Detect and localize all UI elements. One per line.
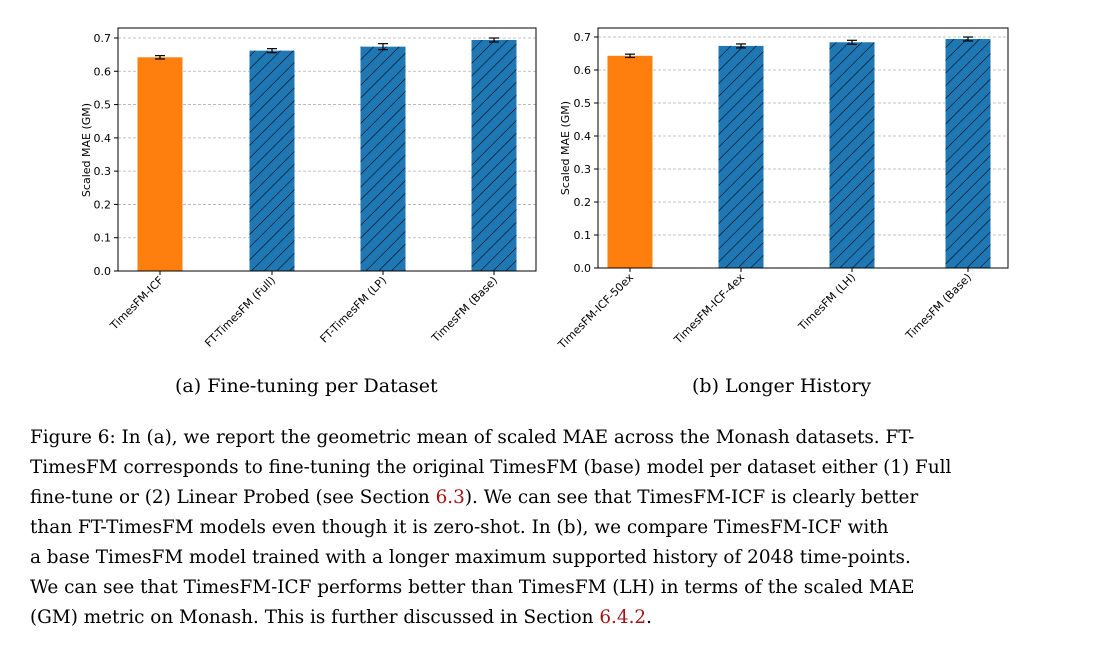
caption-line: TimesFM corresponds to fine-tuning the o… bbox=[30, 457, 952, 478]
caption-text: fine-tune or (2) Linear Probed (see Sect… bbox=[30, 487, 436, 508]
y-tick-label: 0.1 bbox=[94, 232, 112, 245]
chart-a: 0.0 0.1 0.2 0.3 0.4 0.5 0.6 0.7 TimesFM-ICF FT-Ti… bbox=[80, 27, 537, 350]
bar-hatch bbox=[249, 50, 295, 271]
x-tick-label: TimesFM (Base) bbox=[428, 274, 500, 346]
y-tick-label: 0.0 bbox=[94, 265, 112, 278]
x-tick-label: TimesFM-ICF-50ex bbox=[555, 271, 636, 352]
y-tick-label: 0.1 bbox=[574, 229, 592, 242]
y-tick-label: 0.6 bbox=[574, 64, 592, 77]
section-link[interactable]: 6.3 bbox=[435, 487, 465, 508]
caption-line: (GM) metric on Monash. This is further d… bbox=[30, 603, 1080, 633]
x-tick-label: FT-TimesFM (Full) bbox=[202, 274, 278, 350]
y-axis-label: Scaled MAE (GM) bbox=[559, 101, 572, 195]
bar-hatch bbox=[945, 38, 991, 269]
y-tick-label: 0.7 bbox=[574, 31, 592, 44]
caption-line: than FT-TimesFM models even though it is… bbox=[30, 517, 889, 538]
caption-text: . bbox=[646, 607, 652, 628]
bar-hatch bbox=[471, 39, 517, 271]
bar bbox=[137, 57, 183, 272]
plot-frame bbox=[597, 27, 1009, 269]
y-axis-label: Scaled MAE (GM) bbox=[80, 103, 93, 197]
y-tick-label: 0.4 bbox=[94, 132, 112, 145]
y-tick-label: 0.6 bbox=[94, 65, 112, 78]
subcaption-b: (b) Longer History bbox=[692, 375, 872, 397]
x-tick-label: TimesFM-ICF bbox=[107, 274, 166, 333]
section-link[interactable]: 6.4.2 bbox=[599, 607, 647, 628]
x-tick-label: TimesFM (LH) bbox=[795, 271, 858, 334]
chart-b: 0.0 0.1 0.2 0.3 0.4 0.5 0.6 0.7 TimesFM-ICF-50ex… bbox=[555, 27, 1009, 352]
y-tick-label: 0.2 bbox=[574, 196, 592, 209]
bar-hatch bbox=[718, 45, 764, 268]
caption-text: ). We can see that TimesFM-ICF is clearl… bbox=[464, 487, 919, 508]
subcaption-a: (a) Fine-tuning per Dataset bbox=[175, 375, 438, 397]
y-tick-label: 0.0 bbox=[574, 262, 592, 275]
caption-text: (GM) metric on Monash. This is further d… bbox=[30, 607, 600, 628]
y-tick-label: 0.3 bbox=[574, 163, 592, 176]
plot-frame bbox=[117, 27, 537, 272]
y-tick-label: 0.5 bbox=[574, 97, 592, 110]
caption-line: a base TimesFM model trained with a long… bbox=[30, 547, 911, 568]
y-tick-label: 0.2 bbox=[94, 198, 112, 211]
y-tick-label: 0.4 bbox=[574, 130, 592, 143]
bar bbox=[607, 55, 653, 269]
caption-line: We can see that TimesFM-ICF performs bet… bbox=[30, 577, 915, 598]
caption-line: Figure 6: In (a), we report the geometri… bbox=[30, 427, 915, 448]
y-tick-label: 0.5 bbox=[94, 99, 112, 112]
bar-hatch bbox=[829, 42, 875, 268]
x-tick-label: TimesFM-ICF-4ex bbox=[671, 271, 748, 348]
bar-hatch bbox=[360, 46, 406, 272]
y-tick-label: 0.7 bbox=[94, 32, 112, 45]
y-tick-label: 0.3 bbox=[94, 165, 112, 178]
x-tick-label: FT-TimesFM (LP) bbox=[318, 274, 390, 346]
x-tick-label: TimesFM (Base) bbox=[902, 271, 974, 343]
caption-line: fine-tune or (2) Linear Probed (see Sect… bbox=[30, 483, 1080, 513]
figure-charts: 0.0 0.1 0.2 0.3 0.4 0.5 0.6 0.7 TimesFM-ICF FT-Ti… bbox=[80, 27, 1009, 352]
figure-caption: Figure 6: In (a), we report the geometri… bbox=[30, 423, 1080, 633]
